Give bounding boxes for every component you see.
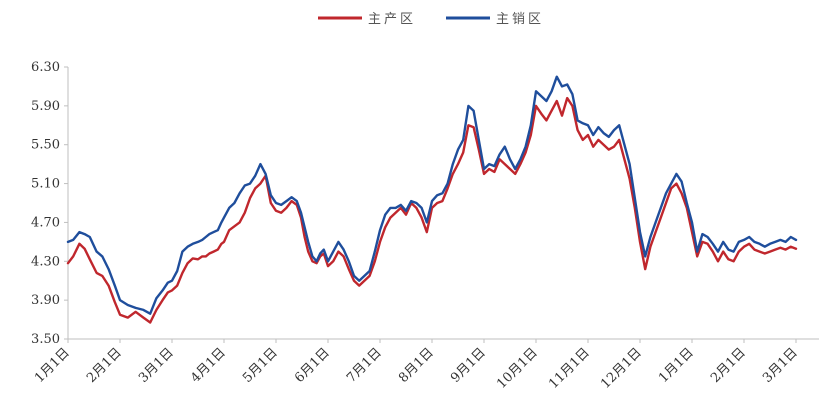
y-tick-label: 3.50 bbox=[31, 332, 60, 347]
series-line-0 bbox=[66, 96, 798, 324]
x-axis: 1月1日 2月1日 3月1日 4月1日 5月1日 6月1日 7月1日 8月1日 9月1日 10月1… bbox=[32, 338, 819, 392]
y-tick-label: 5.10 bbox=[31, 177, 60, 192]
series-lines bbox=[66, 75, 798, 324]
x-tick-label: 11月1日 bbox=[546, 345, 593, 392]
x-tick-label: 8月1日 bbox=[396, 345, 437, 386]
y-axis: 3.50 3.90 4.30 4.70 5.10 5.50 5.90 6.30 bbox=[31, 60, 69, 347]
x-tick-label: 4月1日 bbox=[188, 345, 229, 386]
y-tick-label: 4.70 bbox=[31, 215, 60, 230]
y-tick-label: 4.30 bbox=[31, 254, 60, 269]
series-line-1 bbox=[66, 75, 798, 315]
y-tick-label: 5.50 bbox=[31, 138, 60, 153]
x-tick-label: 5月1日 bbox=[240, 345, 281, 386]
x-tick-label: 2月1日 bbox=[84, 345, 125, 386]
x-tick-label: 7月1日 bbox=[344, 345, 385, 386]
legend-item-1: 主销区 bbox=[446, 12, 544, 27]
x-tick-label: 12月1日 bbox=[598, 345, 645, 392]
y-tick-label: 3.90 bbox=[31, 293, 60, 308]
x-tick-label: 6月1日 bbox=[292, 345, 333, 386]
legend-item-0: 主产区 bbox=[318, 12, 416, 27]
legend: 主产区 主销区 bbox=[318, 12, 544, 27]
x-tick-label: 10月1日 bbox=[494, 345, 541, 392]
x-tick-label: 3月1日 bbox=[136, 345, 177, 386]
y-tick-label: 6.30 bbox=[31, 60, 60, 75]
legend-label-1: 主销区 bbox=[496, 12, 544, 27]
x-tick-label: 1月1日 bbox=[32, 345, 73, 386]
x-tick-label: 2月1日 bbox=[708, 345, 749, 386]
x-tick-label: 3月1日 bbox=[760, 345, 801, 386]
y-tick-label: 5.90 bbox=[31, 99, 60, 114]
x-tick-label: 1月1日 bbox=[656, 345, 697, 386]
legend-label-0: 主产区 bbox=[368, 12, 416, 27]
x-tick-label: 9月1日 bbox=[448, 345, 489, 386]
